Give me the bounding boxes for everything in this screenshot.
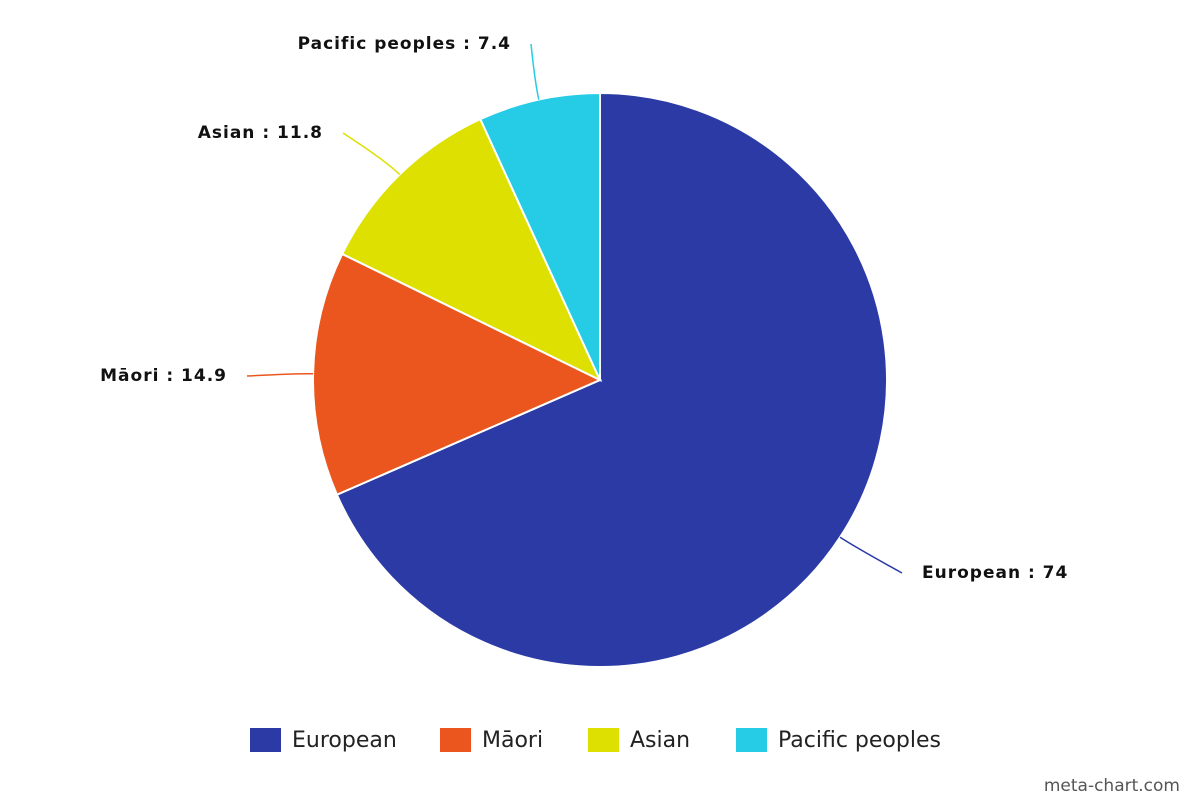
leader-line <box>839 536 903 574</box>
legend-swatch <box>250 728 281 752</box>
legend-label: Māori <box>482 728 543 753</box>
pie-slice <box>479 91 601 381</box>
legend-swatch <box>440 728 471 752</box>
leader-line <box>530 43 540 100</box>
data-label: Pacific peoples : 7.4 <box>298 34 511 54</box>
legend-label: Pacific peoples <box>778 728 941 753</box>
leader-line <box>342 132 401 176</box>
data-label: European : 74 <box>922 563 1068 583</box>
pie-slice <box>340 117 603 383</box>
leader-line <box>246 372 314 377</box>
data-label: Asian : 11.8 <box>198 123 323 143</box>
legend-swatch <box>588 728 619 752</box>
data-label: Māori : 14.9 <box>100 366 227 386</box>
legend-label: Asian <box>630 728 690 753</box>
legend-label: European <box>292 728 397 753</box>
legend-swatch <box>736 728 767 752</box>
watermark: meta-chart.com <box>1044 776 1180 796</box>
